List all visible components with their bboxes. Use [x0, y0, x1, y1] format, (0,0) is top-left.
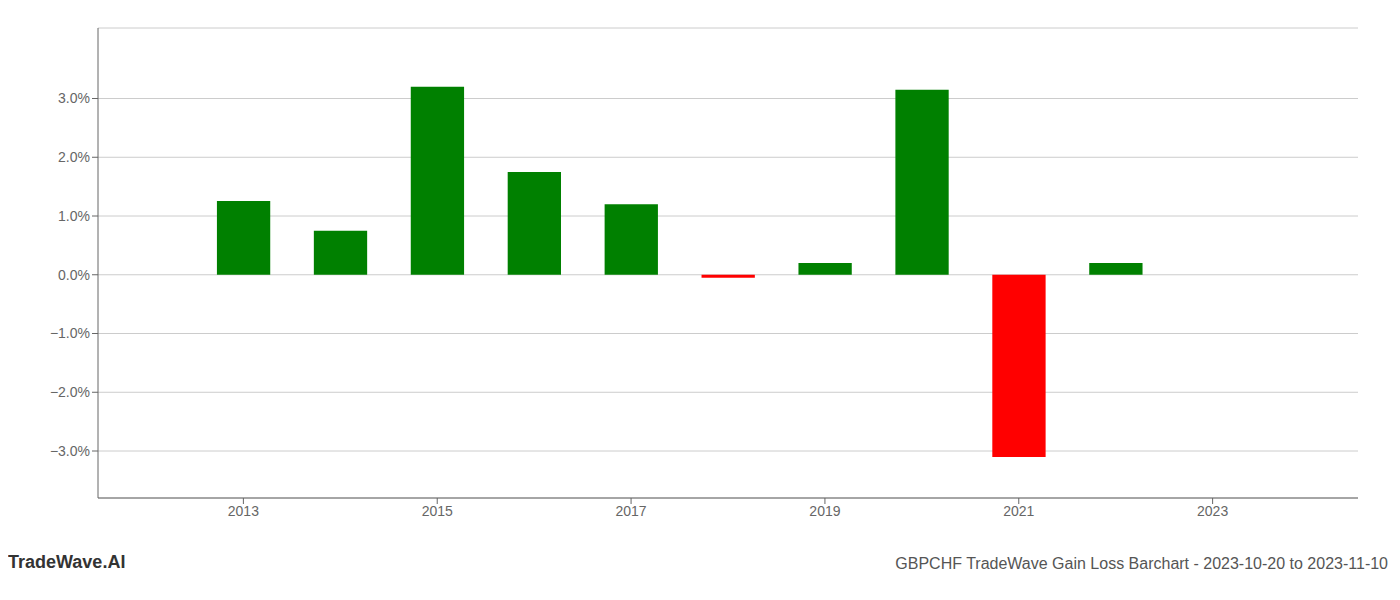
svg-text:2015: 2015	[422, 503, 453, 519]
html-text:TradeWave.AI: TradeWave.AI	[8, 552, 126, 572]
svg-text:2013: 2013	[228, 503, 259, 519]
svg-text:2019: 2019	[809, 503, 840, 519]
svg-text:2.0%: 2.0%	[58, 149, 90, 165]
svg-text:2017: 2017	[615, 503, 646, 519]
svg-text:−2.0%: −2.0%	[50, 384, 90, 400]
svg-text:−3.0%: −3.0%	[50, 443, 90, 459]
svg-text:2023: 2023	[1197, 503, 1228, 519]
svg-text:2021: 2021	[1003, 503, 1034, 519]
svg-text:−1.0%: −1.0%	[50, 325, 90, 341]
svg-text:3.0%: 3.0%	[58, 90, 90, 106]
svg-text:1.0%: 1.0%	[58, 208, 90, 224]
svg-text:0.0%: 0.0%	[58, 267, 90, 283]
html-text:GBPCHF TradeWave Gain Loss Bar: GBPCHF TradeWave Gain Loss Barchart - 20…	[895, 555, 1388, 572]
